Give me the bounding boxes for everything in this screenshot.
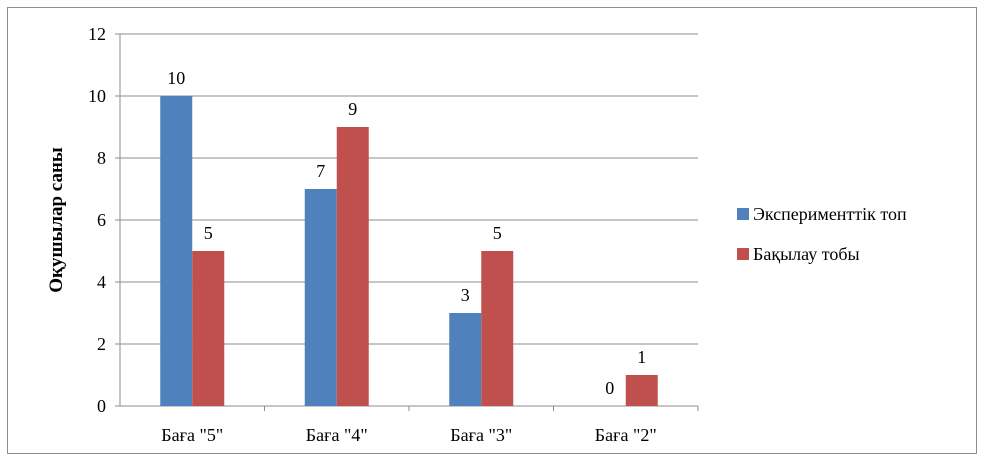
y-tick-label: 12 [88, 24, 106, 44]
y-tick-label: 0 [97, 396, 106, 416]
data-label: 5 [493, 223, 502, 243]
y-tick-label: 8 [97, 148, 106, 168]
y-axis-label: Оқушылар саны [46, 147, 67, 293]
x-tick-label: Баға "3" [450, 425, 512, 445]
legend-label: Бақылау тобы [753, 244, 860, 264]
data-label: 7 [316, 161, 325, 181]
data-label: 5 [204, 223, 213, 243]
data-label: 1 [637, 347, 646, 367]
bar [481, 251, 514, 406]
y-tick-label: 10 [88, 86, 106, 106]
bar [304, 189, 337, 406]
x-tick-label: Баға "4" [306, 425, 368, 445]
x-tick-label: Баға "5" [161, 425, 223, 445]
data-label: 0 [605, 378, 614, 398]
x-tick-label: Баға "2" [595, 425, 657, 445]
y-tick-label: 4 [97, 272, 106, 292]
bar [192, 251, 225, 406]
data-label: 3 [461, 285, 470, 305]
legend-swatch [737, 248, 749, 260]
y-tick-label: 6 [97, 210, 106, 230]
data-label: 10 [167, 68, 185, 88]
bar [160, 96, 193, 406]
data-label: 9 [348, 99, 357, 119]
y-tick-label: 2 [97, 334, 106, 354]
bar [625, 375, 658, 406]
bar [336, 127, 369, 406]
bar [449, 313, 482, 406]
legend-label: Эксперименттік топ [753, 204, 907, 224]
legend-swatch [737, 208, 749, 220]
